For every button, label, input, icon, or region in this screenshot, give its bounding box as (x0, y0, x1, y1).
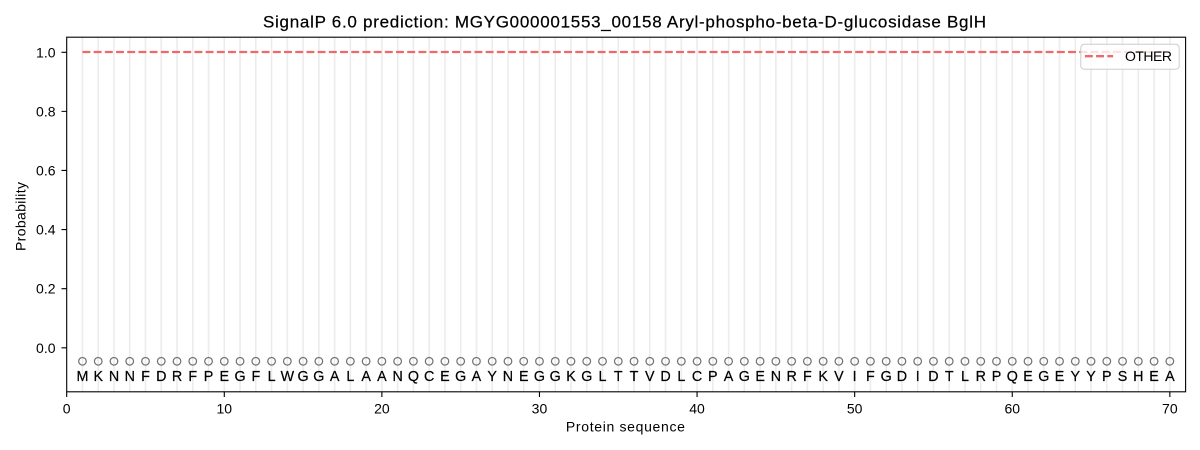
svg-text:N: N (109, 369, 119, 385)
svg-text:0.6: 0.6 (36, 162, 56, 178)
svg-text:G: G (455, 369, 466, 385)
svg-text:70: 70 (1162, 400, 1178, 416)
svg-text:V: V (834, 369, 844, 385)
svg-text:0.8: 0.8 (36, 103, 56, 119)
svg-text:E: E (220, 369, 230, 385)
svg-text:P: P (1102, 369, 1112, 385)
svg-text:G: G (534, 369, 545, 385)
svg-text:P: P (708, 369, 718, 385)
svg-text:D: D (156, 369, 166, 385)
svg-text:N: N (771, 369, 781, 385)
svg-text:SignalP 6.0 prediction: MGYG00: SignalP 6.0 prediction: MGYG000001553_00… (263, 13, 986, 32)
svg-text:A: A (361, 369, 371, 385)
svg-text:L: L (599, 369, 607, 385)
svg-text:H: H (1133, 369, 1143, 385)
svg-text:C: C (424, 369, 434, 385)
svg-text:A: A (330, 369, 340, 385)
svg-text:A: A (724, 369, 734, 385)
svg-text:0.2: 0.2 (36, 281, 56, 297)
svg-text:Q: Q (408, 369, 419, 385)
svg-text:P: P (992, 369, 1002, 385)
svg-text:R: R (786, 369, 796, 385)
svg-text:E: E (1023, 369, 1033, 385)
svg-text:I: I (916, 369, 920, 385)
svg-text:L: L (961, 369, 969, 385)
svg-text:D: D (897, 369, 907, 385)
svg-text:40: 40 (689, 400, 705, 416)
svg-text:Y: Y (487, 369, 497, 385)
svg-text:F: F (803, 369, 812, 385)
svg-text:L: L (268, 369, 276, 385)
svg-text:T: T (614, 369, 623, 385)
svg-text:F: F (866, 369, 875, 385)
svg-text:L: L (346, 369, 354, 385)
svg-text:Q: Q (1007, 369, 1018, 385)
svg-text:A: A (1165, 369, 1175, 385)
svg-text:E: E (440, 369, 450, 385)
svg-text:Probability: Probability (13, 182, 29, 251)
svg-text:0: 0 (63, 400, 71, 416)
svg-text:K: K (93, 369, 103, 385)
svg-text:V: V (645, 369, 655, 385)
svg-text:F: F (141, 369, 150, 385)
svg-text:30: 30 (532, 400, 548, 416)
svg-text:0.4: 0.4 (36, 222, 56, 238)
svg-text:E: E (755, 369, 765, 385)
svg-text:K: K (818, 369, 828, 385)
svg-text:20: 20 (374, 400, 390, 416)
svg-text:M: M (76, 369, 88, 385)
svg-text:I: I (853, 369, 857, 385)
svg-text:A: A (377, 369, 387, 385)
svg-text:F: F (251, 369, 260, 385)
svg-text:Y: Y (1086, 369, 1096, 385)
svg-text:D: D (660, 369, 670, 385)
svg-text:G: G (881, 369, 892, 385)
svg-text:K: K (566, 369, 576, 385)
svg-text:G: G (298, 369, 309, 385)
svg-text:10: 10 (217, 400, 233, 416)
svg-text:C: C (692, 369, 702, 385)
svg-text:R: R (172, 369, 182, 385)
svg-text:Protein sequence: Protein sequence (566, 419, 685, 435)
svg-text:G: G (234, 369, 245, 385)
svg-text:D: D (928, 369, 938, 385)
svg-text:A: A (472, 369, 482, 385)
svg-text:60: 60 (1004, 400, 1020, 416)
svg-text:N: N (125, 369, 135, 385)
svg-text:Y: Y (1071, 369, 1081, 385)
svg-text:G: G (581, 369, 592, 385)
svg-text:E: E (1149, 369, 1159, 385)
svg-text:R: R (976, 369, 986, 385)
svg-text:50: 50 (847, 400, 863, 416)
svg-text:0.0: 0.0 (36, 340, 56, 356)
svg-text:T: T (945, 369, 954, 385)
svg-text:W: W (281, 369, 295, 385)
svg-text:G: G (550, 369, 561, 385)
svg-text:E: E (1055, 369, 1065, 385)
svg-text:E: E (519, 369, 529, 385)
svg-text:1.0: 1.0 (36, 44, 56, 60)
svg-text:G: G (313, 369, 324, 385)
svg-text:OTHER: OTHER (1125, 48, 1172, 64)
svg-text:T: T (630, 369, 639, 385)
svg-text:G: G (1038, 369, 1049, 385)
svg-text:N: N (503, 369, 513, 385)
svg-text:F: F (188, 369, 197, 385)
svg-text:N: N (392, 369, 402, 385)
svg-text:P: P (204, 369, 214, 385)
svg-text:L: L (677, 369, 685, 385)
svg-text:S: S (1118, 369, 1128, 385)
svg-text:G: G (739, 369, 750, 385)
